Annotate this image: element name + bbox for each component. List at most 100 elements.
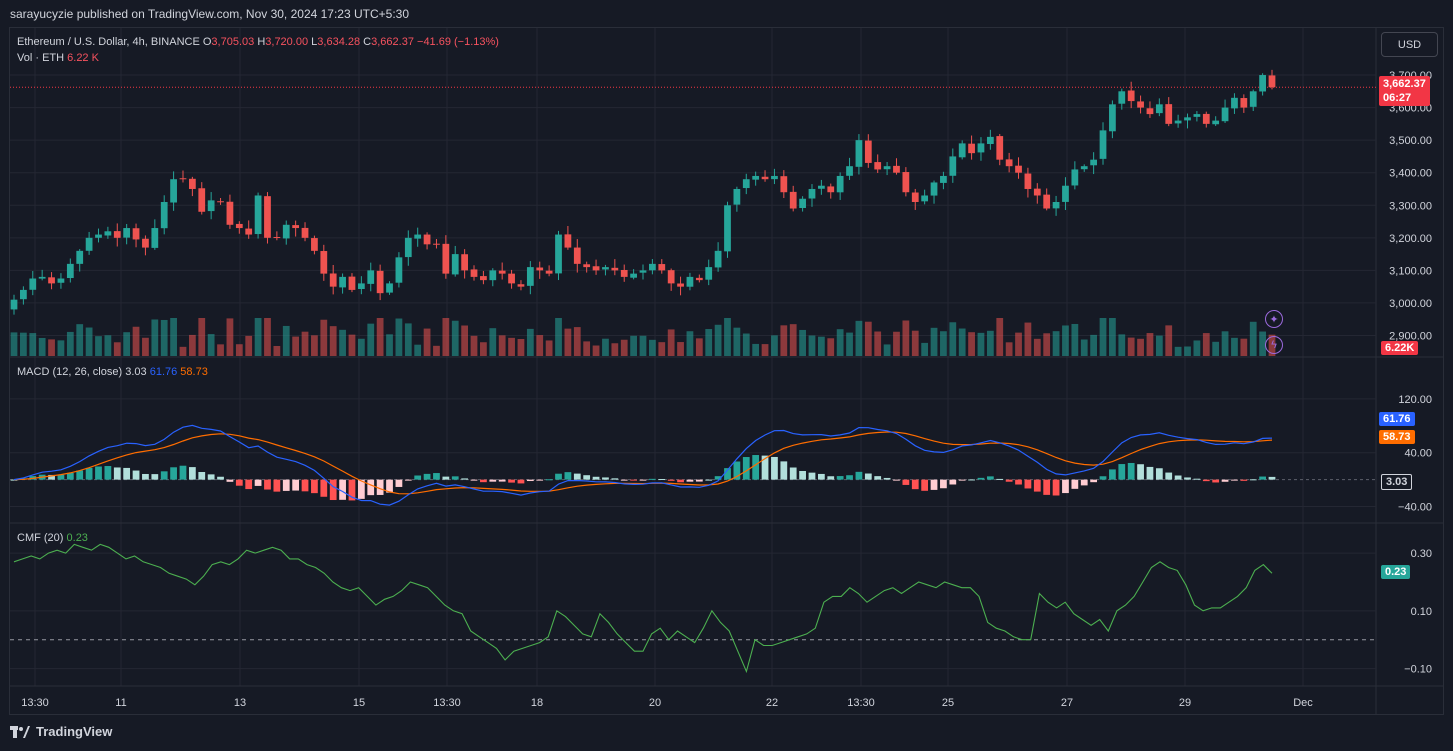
footer: TradingView (10, 724, 112, 739)
candle-body (188, 178, 196, 189)
volume-bar (564, 328, 572, 356)
volume-label[interactable]: Vol · ETH (17, 52, 65, 64)
volume-bar (348, 334, 356, 356)
candle-body (1212, 120, 1220, 125)
volume-bar (986, 330, 994, 356)
macd-histogram-bar (1184, 477, 1191, 480)
candle-body (376, 270, 384, 294)
candle-body (555, 234, 562, 274)
macd-line (13, 424, 1273, 506)
macd-histogram-bar (649, 478, 656, 480)
macd-histogram-bar (733, 461, 741, 480)
volume-bar (1062, 325, 1069, 356)
macd-histogram-bar (846, 475, 853, 480)
macd-histogram-bar (1249, 479, 1257, 481)
volume-bar (649, 339, 656, 356)
volume-bar (1174, 346, 1182, 356)
macd-legend-label[interactable]: MACD (12, 26, close) (17, 366, 123, 378)
volume-bar (48, 339, 55, 356)
macd-histogram-bar (902, 479, 910, 485)
volume-bar (977, 332, 985, 356)
volume-bar (451, 320, 459, 356)
candle-body (170, 179, 177, 203)
candle-body (10, 299, 18, 310)
macd-histogram-bar (658, 479, 666, 481)
macd-legend: MACD (12, 26, close) 3.03 61.76 58.73 (17, 366, 208, 378)
candle-body (282, 224, 290, 239)
candle-body (630, 273, 637, 278)
macd-histogram-bar (1231, 479, 1238, 481)
candle-body (724, 205, 731, 252)
volume-bar (808, 335, 816, 356)
macd-histogram-bar (564, 472, 572, 480)
volume-bar (883, 344, 891, 356)
x-tick-label: 25 (942, 697, 954, 709)
close-value: 3,662.37 (371, 36, 414, 48)
compass-icon[interactable]: ✦ (1265, 310, 1283, 328)
volume-bar (414, 344, 422, 356)
volume-bar (733, 327, 741, 356)
x-tick-label: 22 (766, 697, 778, 709)
candle-body (1015, 165, 1022, 173)
macd-histogram-bar (771, 456, 778, 480)
macd-histogram-bar (1033, 479, 1041, 492)
macd-histogram-bar (1127, 462, 1135, 480)
macd-histogram-bar (414, 475, 422, 480)
tradingview-logo-icon[interactable] (10, 725, 30, 738)
macd-tick-label: 40.00 (1404, 448, 1432, 460)
chart-frame (9, 27, 1444, 715)
candle-body (489, 270, 497, 281)
volume-bar (1165, 325, 1173, 356)
macd-histogram-bar (357, 479, 365, 499)
volume-bar (1071, 323, 1079, 356)
candle-body (958, 143, 966, 158)
volume-bar (799, 329, 806, 356)
candle-body (1165, 104, 1173, 124)
macd-histogram-bar (1268, 476, 1276, 480)
volume-bar (667, 329, 675, 356)
candle-body (986, 136, 994, 144)
candle-body (386, 283, 393, 293)
candle-body (57, 278, 65, 283)
macd-histogram-bar (160, 471, 168, 480)
candle-body (761, 176, 769, 180)
candle-body (95, 234, 102, 238)
volume-bar (526, 328, 534, 356)
footer-brand[interactable]: TradingView (36, 724, 113, 739)
volume-bar (761, 344, 769, 356)
currency-button[interactable]: USD (1381, 32, 1438, 57)
macd-histogram-bar (827, 476, 835, 480)
volume-bar (1005, 342, 1013, 356)
candle-body (1127, 90, 1135, 102)
candle-body (264, 196, 271, 238)
symbol-label[interactable]: Ethereum / U.S. Dollar, 4h, BINANCE (17, 36, 200, 48)
low-label: L (311, 36, 318, 48)
candle-body (526, 267, 534, 286)
macd-histogram-bar (761, 455, 769, 480)
macd-histogram-bar (282, 479, 290, 491)
macd-histogram-bar (789, 467, 797, 480)
candle-body (921, 195, 929, 202)
candle-body (592, 266, 600, 271)
macd-histogram-bar (179, 465, 187, 480)
macd-histogram-bar (1259, 476, 1266, 480)
candle-body (1033, 188, 1041, 196)
macd-histogram-bar (254, 479, 262, 486)
candle-body (1080, 166, 1088, 170)
volume-bar (874, 331, 882, 356)
macd-histogram-bar (968, 479, 975, 481)
candle-body (85, 237, 93, 251)
lightning-icon[interactable]: ϟ (1265, 336, 1283, 354)
candle-body (649, 263, 656, 271)
volume-bar (498, 335, 506, 356)
main-legend: Ethereum / U.S. Dollar, 4h, BINANCE O3,7… (17, 34, 499, 66)
volume-bar (311, 335, 318, 356)
volume-bar (1240, 338, 1248, 356)
volume-bar (1249, 321, 1257, 356)
macd-histogram-bar (245, 479, 253, 490)
volume-bar (179, 346, 187, 356)
macd-histogram-bar (583, 475, 591, 480)
cmf-line (13, 543, 1273, 674)
cmf-legend-label[interactable]: CMF (20) (17, 532, 64, 544)
